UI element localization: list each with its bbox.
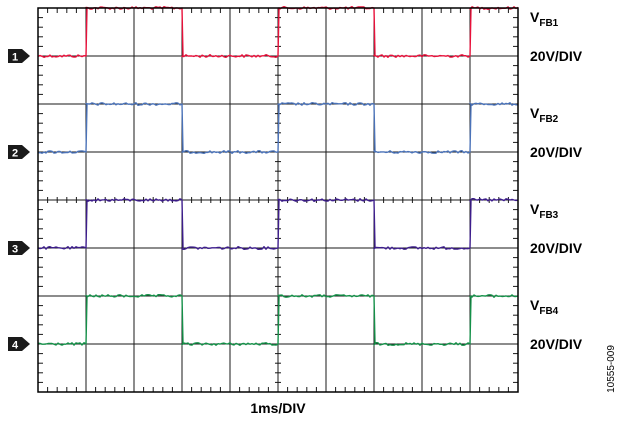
channel-marker-4: 4 [8, 337, 30, 352]
series-name-main: V [530, 9, 540, 25]
scale-label: 20V/DIV [530, 144, 583, 160]
series-name-label: VFB2 [530, 105, 559, 125]
channel-marker-arrow [22, 337, 30, 351]
channel-label-vfb4: VFB4 [530, 297, 559, 317]
plot-border [37, 7, 519, 393]
trace-vfb2 [37, 102, 518, 154]
channel-marker-number: 3 [12, 244, 18, 256]
channel-marker-number: 2 [12, 148, 18, 160]
channel-markers: 1 2 3 4 [8, 49, 30, 352]
series-name-label: VFB1 [530, 9, 559, 29]
channel-marker-2: 2 [8, 145, 30, 160]
channel-marker-arrow [22, 145, 30, 159]
scale-label: 20V/DIV [530, 336, 583, 352]
series-name-subscript: FB4 [539, 306, 558, 317]
channel-scale-vfb4: 20V/DIV [530, 336, 583, 352]
channel-marker-number: 1 [12, 52, 18, 64]
series-name-main: V [530, 297, 540, 313]
channel-marker-arrow [22, 49, 30, 63]
channel-marker-arrow [22, 241, 30, 255]
channel-labels: VFB120V/DIVVFB220V/DIVVFB320V/DIVVFB420V… [530, 9, 583, 352]
series-name-subscript: FB2 [539, 114, 558, 125]
scale-label: 20V/DIV [530, 240, 583, 256]
scale-label: 20V/DIV [530, 48, 583, 64]
trace-vfb4 [37, 294, 519, 346]
series-name-main: V [530, 201, 540, 217]
channel-marker-1: 1 [8, 49, 30, 64]
channel-marker-number: 4 [12, 340, 19, 352]
series-name-subscript: FB3 [539, 210, 558, 221]
channel-marker-box [8, 49, 22, 63]
channel-marker-box [8, 337, 22, 351]
figure-id: 10555-009 [606, 345, 617, 393]
channel-marker-box [8, 145, 22, 159]
plot-frame [37, 7, 519, 393]
channel-label-vfb3: VFB3 [530, 201, 559, 221]
channel-label-vfb1: VFB1 [530, 9, 559, 29]
series-name-label: VFB4 [530, 297, 559, 317]
trace-vfb3 [37, 198, 519, 250]
channel-scale-vfb3: 20V/DIV [530, 240, 583, 256]
channel-scale-vfb2: 20V/DIV [530, 144, 583, 160]
channel-scale-vfb1: 20V/DIV [530, 48, 583, 64]
channel-marker-box [8, 241, 22, 255]
channel-marker-3: 3 [8, 241, 30, 256]
x-axis-label: 1ms/DIV [250, 400, 306, 416]
series-name-main: V [530, 105, 540, 121]
series-name-subscript: FB1 [539, 18, 558, 29]
channel-label-vfb2: VFB2 [530, 105, 559, 125]
series-name-label: VFB3 [530, 201, 559, 221]
